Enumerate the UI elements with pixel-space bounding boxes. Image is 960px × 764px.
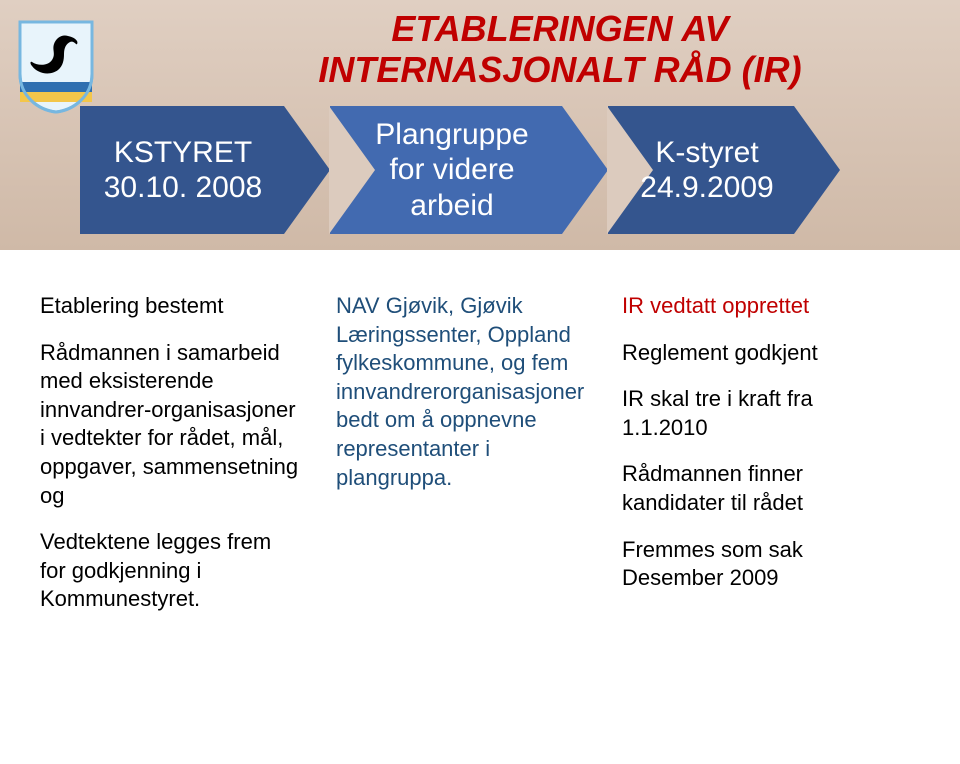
process-step-1: KSTYRET 30.10. 2008: [80, 106, 284, 234]
col2-p1: NAV Gjøvik, Gjøvik Læringssenter, Opplan…: [336, 292, 586, 492]
col3-p5: Fremmes som sak Desember 2009: [622, 536, 872, 593]
col3-p1: IR vedtatt opprettet: [622, 292, 872, 321]
col3-p4: Rådmannen finner kandidater til rådet: [622, 460, 872, 517]
process-step-2-head: [562, 106, 608, 234]
process-step-3: K-styret 24.9.2009: [608, 106, 794, 234]
col1-p3: Vedtektene legges frem for godkjenning i…: [40, 528, 300, 614]
process-step-2: Plangruppe for videre arbeid: [330, 106, 562, 234]
process-step-2-notch: [329, 106, 375, 234]
municipal-shield-icon: [14, 18, 98, 114]
process-arrow-row: KSTYRET 30.10. 2008 Plangruppe for vider…: [80, 106, 840, 234]
content-columns: Etablering bestemt Rådmannen i samarbeid…: [40, 292, 920, 614]
process-step-3-label: K-styret 24.9.2009: [640, 135, 773, 206]
col1-p2: Rådmannen i samarbeid med eksisterende i…: [40, 339, 300, 511]
col3-p2: Reglement godkjent: [622, 339, 872, 368]
process-step-2-label: Plangruppe for videre arbeid: [375, 117, 528, 223]
stripe-blue: [20, 82, 92, 92]
col1-p1: Etablering bestemt: [40, 292, 300, 321]
col3-p3: IR skal tre i kraft fra 1.1.2010: [622, 385, 872, 442]
column-2: NAV Gjøvik, Gjøvik Læringssenter, Opplan…: [336, 292, 586, 614]
column-3: IR vedtatt opprettet Reglement godkjent …: [622, 292, 872, 614]
slide-title: ETABLERINGEN AV INTERNASJONALT RÅD (IR): [240, 8, 880, 91]
process-step-1-label: KSTYRET 30.10. 2008: [104, 135, 262, 206]
process-step-1-head: [284, 106, 330, 234]
process-step-3-head: [794, 106, 840, 234]
column-1: Etablering bestemt Rådmannen i samarbeid…: [40, 292, 300, 614]
